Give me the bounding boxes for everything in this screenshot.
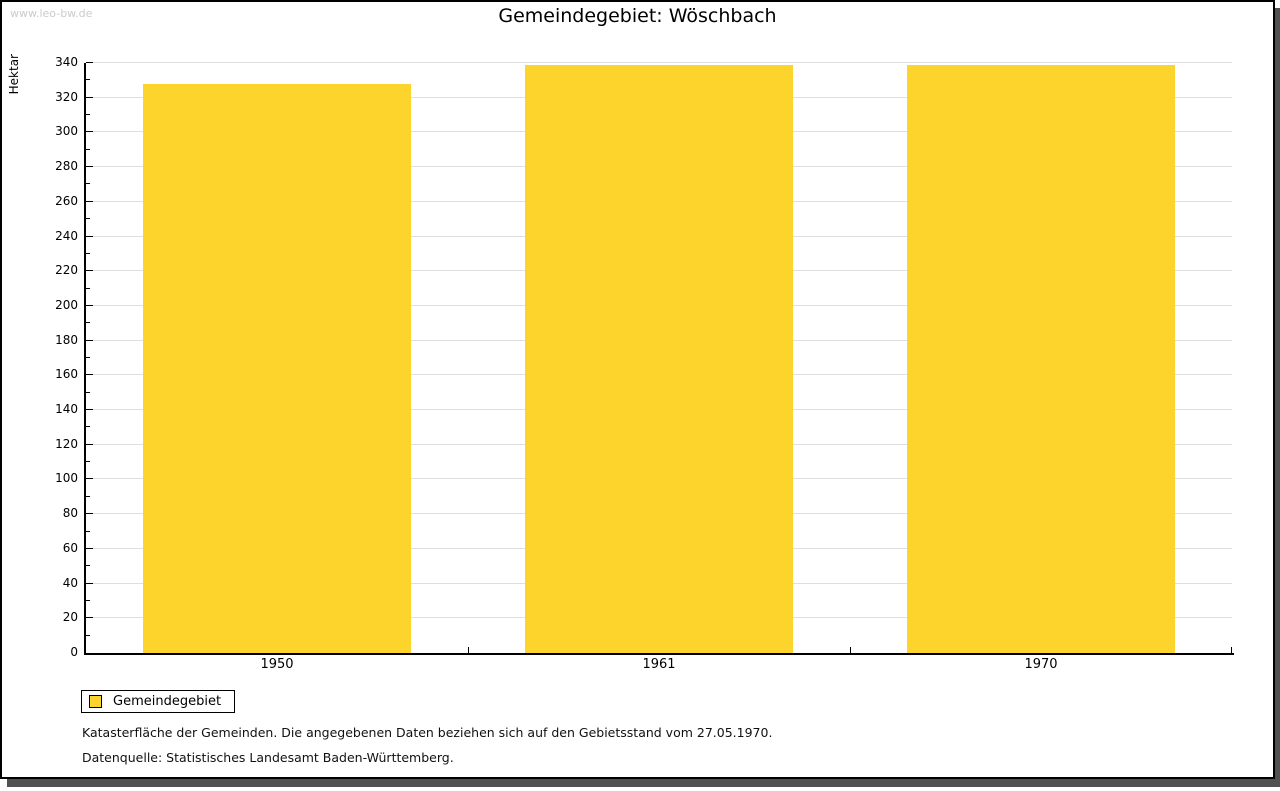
bar-1961 [525, 64, 793, 653]
y-tick-minor [86, 565, 90, 567]
y-tick-minor [86, 495, 90, 497]
y-tick-major [86, 304, 93, 306]
bar-1970 [907, 64, 1175, 653]
y-tick-major [86, 339, 93, 341]
x-boundary-tick [850, 647, 851, 653]
y-tick-minor [86, 357, 90, 358]
y-tick-major [86, 374, 93, 376]
y-tick-minor [86, 79, 90, 81]
y-tick-minor [86, 183, 90, 185]
x-axis-labels: 1950 1961 1970 [86, 657, 1232, 675]
y-tick-major [86, 235, 93, 237]
y-tick-minor [86, 634, 90, 636]
y-tick-major [86, 443, 93, 445]
y-tick-minor [86, 391, 90, 393]
y-tick-major [86, 409, 93, 411]
y-tick-minor [86, 461, 90, 463]
y-tick-minor [86, 287, 90, 289]
y-tick-label: 60 [62, 540, 78, 555]
y-tick-minor [86, 218, 90, 220]
y-tick-minor [86, 148, 90, 150]
y-gridline [86, 62, 1232, 63]
plot-area [84, 62, 1234, 655]
y-tick-major [86, 513, 93, 515]
y-tick-minor [86, 530, 90, 532]
y-tick-label: 40 [62, 575, 78, 590]
legend-box: Gemeindegebiet [81, 690, 236, 713]
y-tick-minor [86, 252, 90, 254]
y-tick-major [86, 131, 93, 133]
y-tick-label: 240 [55, 228, 78, 243]
chart-title: Gemeindegebiet: Wöschbach [498, 5, 777, 27]
y-tick-label: 260 [55, 193, 78, 208]
footnote-description: Katasterfläche der Gemeinden. Die angege… [82, 725, 773, 740]
watermark-text: www.leo-bw.de [10, 7, 93, 20]
x-boundary-tick [1231, 647, 1232, 653]
y-tick-label: 20 [62, 610, 78, 625]
y-tick-major [86, 478, 93, 480]
y-tick-major [86, 547, 93, 549]
y-tick-major [86, 582, 93, 584]
y-axis-line [84, 63, 86, 655]
y-tick-label: 80 [62, 506, 78, 521]
y-tick-label: 200 [55, 297, 78, 312]
y-tick-major [86, 617, 93, 619]
y-tick-major [86, 166, 93, 168]
y-tick-minor [86, 114, 90, 116]
y-tick-label: 140 [55, 402, 78, 417]
legend-label: Gemeindegebiet [113, 694, 222, 709]
x-tick-label: 1950 [260, 657, 294, 672]
y-axis-labels: 0 20 40 60 80 100 120 140 160 180 200 220 240 260 280 3… [2, 55, 78, 659]
bar-1950 [143, 83, 411, 653]
y-tick-major [86, 270, 93, 272]
y-tick-minor [86, 322, 90, 324]
y-tick-major [86, 96, 93, 98]
y-tick-label: 120 [55, 436, 78, 451]
y-tick-minor [86, 599, 90, 601]
y-tick-minor [86, 426, 90, 428]
y-tick-major [86, 62, 93, 63]
x-boundary-tick [468, 647, 469, 653]
footnote-source: Datenquelle: Statistisches Landesamt Bad… [82, 750, 454, 765]
y-tick-label: 280 [55, 159, 78, 174]
legend-swatch-icon [89, 695, 102, 708]
y-tick-label: 220 [55, 263, 78, 278]
y-tick-label: 100 [55, 471, 78, 486]
x-tick-label: 1961 [642, 657, 676, 672]
y-tick-label: 180 [55, 332, 78, 347]
y-tick-major [86, 200, 93, 202]
y-tick-label: 320 [55, 89, 78, 104]
x-tick-label: 1970 [1024, 657, 1058, 672]
y-tick-label: 0 [70, 645, 78, 659]
x-axis-line [84, 653, 1234, 655]
y-tick-label: 160 [55, 367, 78, 382]
y-tick-label: 340 [55, 55, 78, 69]
y-tick-label: 300 [55, 124, 78, 139]
